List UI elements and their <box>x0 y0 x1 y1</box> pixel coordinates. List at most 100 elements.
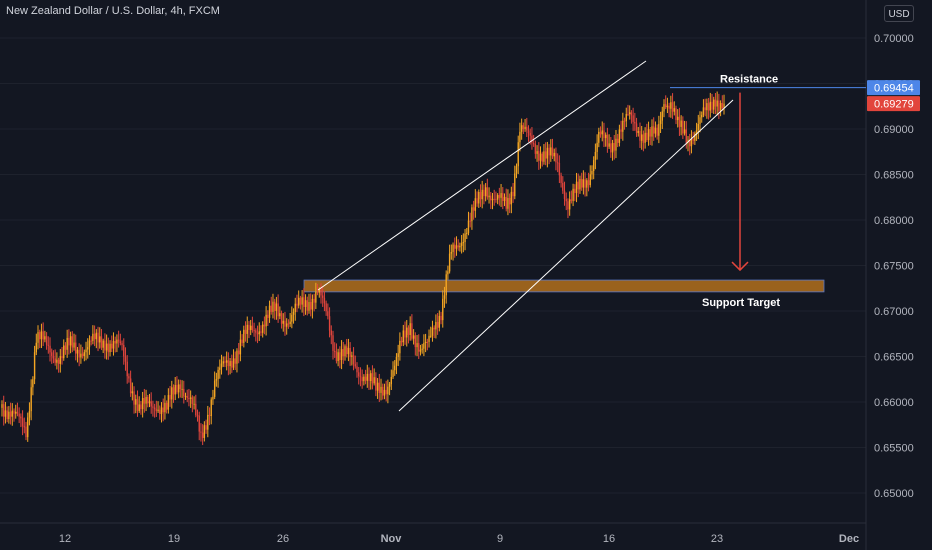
candle[interactable] <box>35 333 37 356</box>
candle[interactable] <box>63 339 65 361</box>
candle[interactable] <box>388 381 391 396</box>
candle[interactable] <box>642 130 645 152</box>
candle[interactable] <box>92 325 94 345</box>
candle[interactable] <box>639 122 641 148</box>
candle[interactable] <box>222 356 224 367</box>
candle[interactable] <box>627 104 629 117</box>
candle[interactable] <box>109 340 111 357</box>
candle[interactable] <box>219 359 221 379</box>
candle[interactable] <box>567 198 569 219</box>
candle[interactable] <box>469 212 471 228</box>
candle[interactable] <box>99 327 101 349</box>
candle[interactable] <box>27 412 29 442</box>
candle[interactable] <box>310 293 312 317</box>
candle[interactable] <box>718 93 720 120</box>
candle[interactable] <box>200 423 202 442</box>
candle[interactable] <box>330 325 332 345</box>
candle[interactable] <box>111 335 113 353</box>
candle[interactable] <box>337 348 339 367</box>
candle[interactable] <box>25 421 27 441</box>
candle[interactable] <box>544 142 547 166</box>
candle[interactable] <box>30 379 32 421</box>
candle[interactable] <box>145 389 147 412</box>
candle[interactable] <box>382 383 384 400</box>
candle[interactable] <box>546 141 549 168</box>
candle[interactable] <box>15 404 17 419</box>
candle[interactable] <box>131 382 134 401</box>
candle[interactable] <box>534 140 537 159</box>
candle[interactable] <box>294 297 296 321</box>
candle[interactable] <box>9 402 12 425</box>
candle[interactable] <box>531 127 533 150</box>
candle[interactable] <box>428 329 430 348</box>
candle[interactable] <box>195 394 197 418</box>
candle[interactable] <box>196 409 199 422</box>
candle[interactable] <box>608 134 610 149</box>
candle[interactable] <box>455 236 458 256</box>
candle[interactable] <box>366 364 368 388</box>
channel-lower-line[interactable] <box>398 99 734 412</box>
candle[interactable] <box>277 294 279 323</box>
candle[interactable] <box>711 93 713 114</box>
candle[interactable] <box>666 97 669 114</box>
candle[interactable] <box>424 333 427 353</box>
candle[interactable] <box>563 181 566 206</box>
candle[interactable] <box>265 306 267 336</box>
candle[interactable] <box>18 407 20 424</box>
candle[interactable] <box>682 116 684 140</box>
candle[interactable] <box>692 131 694 145</box>
candle[interactable] <box>632 107 634 131</box>
candle[interactable] <box>466 227 468 239</box>
candle[interactable] <box>83 349 86 362</box>
candle[interactable] <box>273 298 276 320</box>
candle[interactable] <box>646 123 648 142</box>
candle[interactable] <box>171 380 173 409</box>
candle[interactable] <box>152 400 154 417</box>
candle[interactable] <box>20 413 22 428</box>
candle[interactable] <box>119 333 122 346</box>
candle[interactable] <box>448 244 451 274</box>
candle[interactable] <box>481 180 483 209</box>
candle[interactable] <box>352 347 355 371</box>
candle[interactable] <box>414 332 417 356</box>
candle[interactable] <box>346 338 348 358</box>
candle[interactable] <box>443 286 446 308</box>
candle[interactable] <box>243 325 245 348</box>
candle[interactable] <box>460 234 463 254</box>
candle[interactable] <box>205 419 207 434</box>
candle[interactable] <box>562 176 564 194</box>
candle[interactable] <box>649 126 651 146</box>
candle[interactable] <box>344 344 346 361</box>
candle[interactable] <box>570 190 573 204</box>
candle[interactable] <box>78 343 80 367</box>
candle[interactable] <box>690 130 693 154</box>
candle[interactable] <box>160 402 163 423</box>
candle[interactable] <box>339 346 341 369</box>
candle[interactable] <box>68 329 70 355</box>
candle[interactable] <box>634 112 636 131</box>
candle[interactable] <box>538 142 540 170</box>
candle[interactable] <box>8 406 10 424</box>
candle[interactable] <box>392 361 394 379</box>
candle[interactable] <box>687 135 689 152</box>
candle[interactable] <box>49 337 51 362</box>
candle[interactable] <box>613 134 615 160</box>
candle[interactable] <box>714 92 717 115</box>
candle[interactable] <box>165 400 168 414</box>
candle[interactable] <box>45 332 48 350</box>
candle[interactable] <box>224 356 226 368</box>
candle[interactable] <box>95 329 98 349</box>
candle[interactable] <box>114 336 116 353</box>
candle[interactable] <box>709 92 711 118</box>
candle[interactable] <box>124 347 127 371</box>
candle[interactable] <box>587 172 590 192</box>
candle[interactable] <box>291 306 293 329</box>
candle[interactable] <box>138 396 140 413</box>
candle[interactable] <box>155 400 158 417</box>
candle[interactable] <box>97 326 99 352</box>
candle[interactable] <box>616 133 619 148</box>
candle[interactable] <box>628 105 631 120</box>
candle[interactable] <box>316 283 319 296</box>
candle[interactable] <box>543 144 545 165</box>
candle[interactable] <box>308 293 310 314</box>
